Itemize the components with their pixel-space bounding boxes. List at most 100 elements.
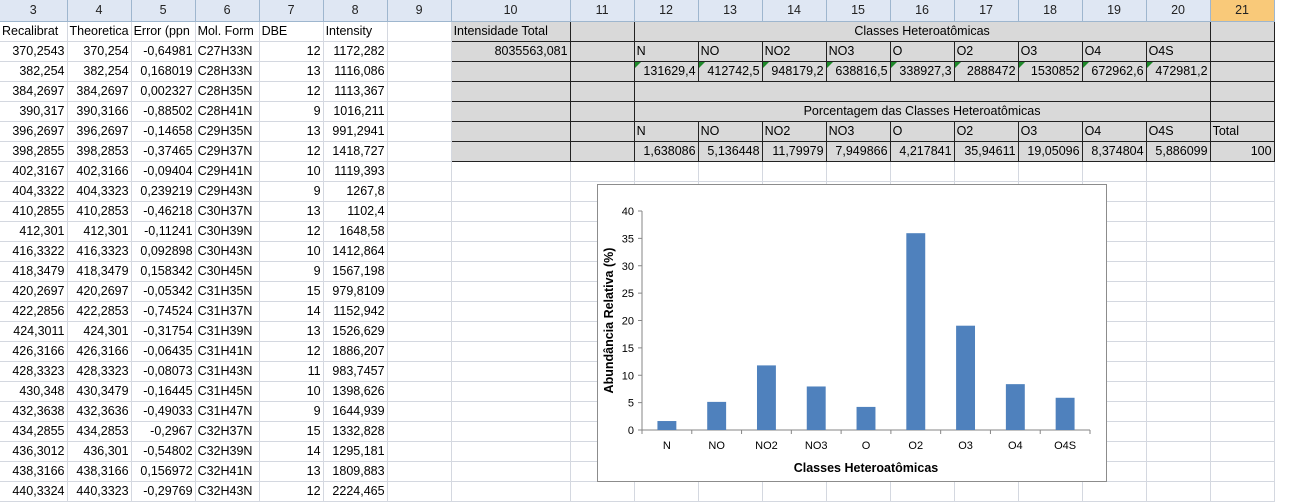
cell[interactable] bbox=[1209, 81, 1275, 102]
column-header[interactable]: 14 bbox=[762, 0, 827, 22]
cell[interactable]: 12 bbox=[259, 481, 324, 502]
cell[interactable] bbox=[387, 221, 452, 242]
cell[interactable]: 416,3322 bbox=[0, 241, 68, 262]
cell[interactable] bbox=[387, 381, 452, 402]
class-name[interactable]: O2 bbox=[953, 121, 1019, 142]
cell[interactable]: -0,08073 bbox=[131, 361, 196, 382]
cell[interactable] bbox=[387, 121, 452, 142]
class-name[interactable]: O4S bbox=[1145, 121, 1211, 142]
cell[interactable]: 404,3323 bbox=[67, 181, 132, 202]
cell[interactable]: 390,3166 bbox=[67, 101, 132, 122]
class-intensity[interactable]: 638816,5 bbox=[825, 61, 891, 82]
column-header[interactable]: 20 bbox=[1146, 0, 1211, 22]
cell[interactable] bbox=[1018, 161, 1083, 182]
cell[interactable] bbox=[1210, 401, 1275, 422]
class-intensity[interactable]: 1530852 bbox=[1017, 61, 1083, 82]
cell[interactable]: 384,2697 bbox=[67, 81, 132, 102]
column-header[interactable]: 17 bbox=[954, 0, 1019, 22]
cell[interactable] bbox=[1210, 361, 1275, 382]
cell[interactable]: 14 bbox=[259, 301, 324, 322]
cell[interactable] bbox=[450, 141, 571, 162]
cell[interactable]: 402,3166 bbox=[67, 161, 132, 182]
cell[interactable]: C31H35N bbox=[195, 281, 260, 302]
cell[interactable]: 13 bbox=[259, 61, 324, 82]
percent-total[interactable]: 100 bbox=[1209, 141, 1275, 162]
cell[interactable] bbox=[1146, 361, 1211, 382]
cell[interactable] bbox=[387, 461, 452, 482]
cell[interactable]: 398,2855 bbox=[0, 141, 68, 162]
cell[interactable] bbox=[1210, 461, 1275, 482]
cell[interactable]: 382,254 bbox=[67, 61, 132, 82]
cell[interactable]: 398,2853 bbox=[67, 141, 132, 162]
cell[interactable]: -0,64981 bbox=[131, 41, 196, 62]
cell[interactable] bbox=[698, 161, 763, 182]
cell[interactable]: 1016,211 bbox=[323, 101, 388, 122]
cell[interactable]: 1412,864 bbox=[323, 241, 388, 262]
cell[interactable]: -0,49033 bbox=[131, 401, 196, 422]
cell[interactable]: 12 bbox=[259, 81, 324, 102]
cell[interactable] bbox=[1146, 201, 1211, 222]
cell[interactable]: -0,29769 bbox=[131, 481, 196, 502]
cell[interactable]: 430,3479 bbox=[67, 381, 132, 402]
column-header[interactable]: 6 bbox=[195, 0, 260, 22]
cell[interactable] bbox=[387, 361, 452, 382]
cell[interactable]: 1116,086 bbox=[323, 61, 388, 82]
cell[interactable]: C29H35N bbox=[195, 121, 260, 142]
column-header[interactable]: 10 bbox=[451, 0, 571, 22]
cell[interactable]: 428,3323 bbox=[67, 361, 132, 382]
cell[interactable]: 1526,629 bbox=[323, 321, 388, 342]
cell[interactable]: 0,002327 bbox=[131, 81, 196, 102]
total-header[interactable]: Total bbox=[1209, 121, 1275, 142]
column-header[interactable]: 21 bbox=[1210, 0, 1275, 22]
classes-title[interactable]: Classes Heteroatômicas bbox=[633, 21, 1211, 42]
cell[interactable]: 370,254 bbox=[67, 41, 132, 62]
cell[interactable] bbox=[569, 81, 635, 102]
cell[interactable]: C28H35N bbox=[195, 81, 260, 102]
cell[interactable]: 410,2855 bbox=[0, 201, 68, 222]
cell[interactable]: 418,3479 bbox=[67, 261, 132, 282]
class-intensity[interactable]: 338927,3 bbox=[889, 61, 955, 82]
cell[interactable]: 440,3323 bbox=[67, 481, 132, 502]
cell[interactable] bbox=[387, 21, 452, 42]
cell[interactable]: 432,3636 bbox=[67, 401, 132, 422]
column-header[interactable]: 4 bbox=[67, 0, 132, 22]
cell[interactable] bbox=[1082, 481, 1147, 502]
cell[interactable]: 15 bbox=[259, 421, 324, 442]
cell[interactable]: 10 bbox=[259, 241, 324, 262]
cell[interactable] bbox=[1146, 241, 1211, 262]
cell[interactable]: 2224,465 bbox=[323, 481, 388, 502]
cell[interactable] bbox=[826, 481, 891, 502]
cell[interactable] bbox=[387, 41, 452, 62]
cell[interactable]: 390,317 bbox=[0, 101, 68, 122]
column-label[interactable]: DBE bbox=[259, 21, 324, 42]
cell[interactable] bbox=[451, 221, 571, 242]
cell[interactable]: 426,3166 bbox=[0, 341, 68, 362]
column-header[interactable]: 12 bbox=[634, 0, 699, 22]
cell[interactable]: -0,06435 bbox=[131, 341, 196, 362]
cell[interactable]: C29H43N bbox=[195, 181, 260, 202]
cell[interactable] bbox=[387, 161, 452, 182]
cell[interactable]: -0,31754 bbox=[131, 321, 196, 342]
cell[interactable] bbox=[387, 281, 452, 302]
cell[interactable] bbox=[451, 441, 571, 462]
cell[interactable]: C32H41N bbox=[195, 461, 260, 482]
cell[interactable]: 0,158342 bbox=[131, 261, 196, 282]
cell[interactable]: 1102,4 bbox=[323, 201, 388, 222]
cell[interactable]: 1648,58 bbox=[323, 221, 388, 242]
bar-chart[interactable]: 0 5 10 15 20 25 30 35 40 N NO NO2 NO3 O O2 O3 O4 O4S Class… bbox=[597, 184, 1107, 482]
cell[interactable] bbox=[451, 341, 571, 362]
cell[interactable]: 979,8109 bbox=[323, 281, 388, 302]
cell[interactable] bbox=[634, 161, 699, 182]
cell[interactable]: 370,2543 bbox=[0, 41, 68, 62]
total-intensity-value[interactable]: 8035563,081 bbox=[450, 41, 571, 62]
class-name[interactable]: O2 bbox=[953, 41, 1019, 62]
class-name[interactable]: O3 bbox=[1017, 121, 1083, 142]
cell[interactable]: 983,7457 bbox=[323, 361, 388, 382]
cell[interactable]: C29H41N bbox=[195, 161, 260, 182]
cell[interactable]: 422,2853 bbox=[67, 301, 132, 322]
cell[interactable] bbox=[569, 101, 635, 122]
cell[interactable]: 412,301 bbox=[67, 221, 132, 242]
class-percent[interactable]: 5,886099 bbox=[1145, 141, 1211, 162]
cell[interactable]: 426,3166 bbox=[67, 341, 132, 362]
cell[interactable]: C27H33N bbox=[195, 41, 260, 62]
